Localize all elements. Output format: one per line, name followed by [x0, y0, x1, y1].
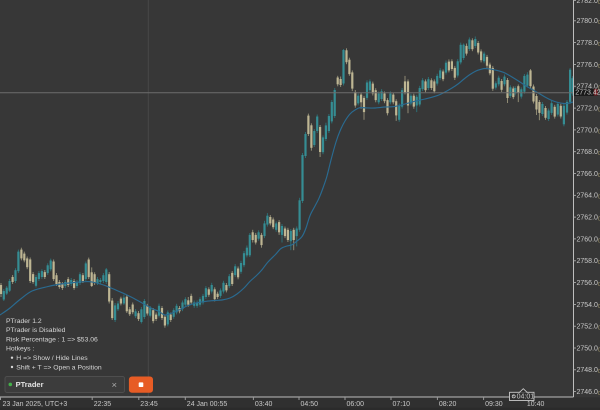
svg-text:23 Jan 2025, UTC+3: 23 Jan 2025, UTC+3	[3, 401, 68, 408]
svg-text:2754.00: 2754.00	[577, 302, 600, 310]
svg-text:2776.00: 2776.00	[577, 62, 600, 70]
svg-text:23:45: 23:45	[140, 401, 158, 408]
svg-text:08:20: 08:20	[439, 401, 457, 408]
svg-text:04:01: 04:01	[517, 394, 535, 401]
svg-text:2768.00: 2768.00	[577, 149, 600, 157]
svg-text:24 Jan 00:55: 24 Jan 00:55	[187, 401, 228, 408]
svg-text:2756.00: 2756.00	[577, 280, 600, 288]
svg-text:2760.00: 2760.00	[577, 236, 600, 244]
svg-text:2773.42: 2773.42	[575, 89, 600, 96]
svg-text:2766.00: 2766.00	[577, 171, 600, 179]
svg-text:2764.00: 2764.00	[577, 193, 600, 201]
svg-text:22:35: 22:35	[94, 401, 112, 408]
svg-text:PTrader is Disabled: PTrader is Disabled	[6, 327, 66, 334]
svg-text:2778.00: 2778.00	[577, 40, 600, 48]
svg-text:2748.00: 2748.00	[577, 367, 600, 375]
svg-text:PTrader: PTrader	[16, 380, 44, 389]
svg-text:04:50: 04:50	[301, 401, 319, 408]
svg-text:Risk Percentage : 1 => $53.06: Risk Percentage : 1 => $53.06	[6, 336, 98, 343]
svg-text:Hotkeys :: Hotkeys :	[6, 346, 34, 353]
svg-text:09:30: 09:30	[485, 401, 503, 408]
svg-text:2782.00: 2782.00	[577, 0, 600, 6]
svg-text:2780.00: 2780.00	[577, 18, 600, 26]
svg-text:PTrader 1.2: PTrader 1.2	[6, 318, 42, 325]
svg-text:2750.00: 2750.00	[577, 345, 600, 353]
svg-text:2758.00: 2758.00	[577, 258, 600, 266]
svg-text:07:10: 07:10	[393, 401, 411, 408]
svg-text:2774.00: 2774.00	[577, 84, 600, 92]
svg-text:06:00: 06:00	[347, 401, 365, 408]
svg-text:03:40: 03:40	[255, 401, 273, 408]
svg-text:2746.00: 2746.00	[577, 389, 600, 397]
svg-text:2752.00: 2752.00	[577, 324, 600, 332]
svg-text:2772.00: 2772.00	[577, 106, 600, 114]
svg-text:10:40: 10:40	[527, 401, 545, 408]
svg-text:2770.00: 2770.00	[577, 127, 600, 135]
svg-text:Shift + T => Open a Position: Shift + T => Open a Position	[16, 364, 102, 371]
svg-text:2762.00: 2762.00	[577, 215, 600, 223]
svg-text:×: ×	[112, 380, 118, 391]
svg-text:H => Show / Hide Lines: H => Show / Hide Lines	[16, 355, 88, 362]
